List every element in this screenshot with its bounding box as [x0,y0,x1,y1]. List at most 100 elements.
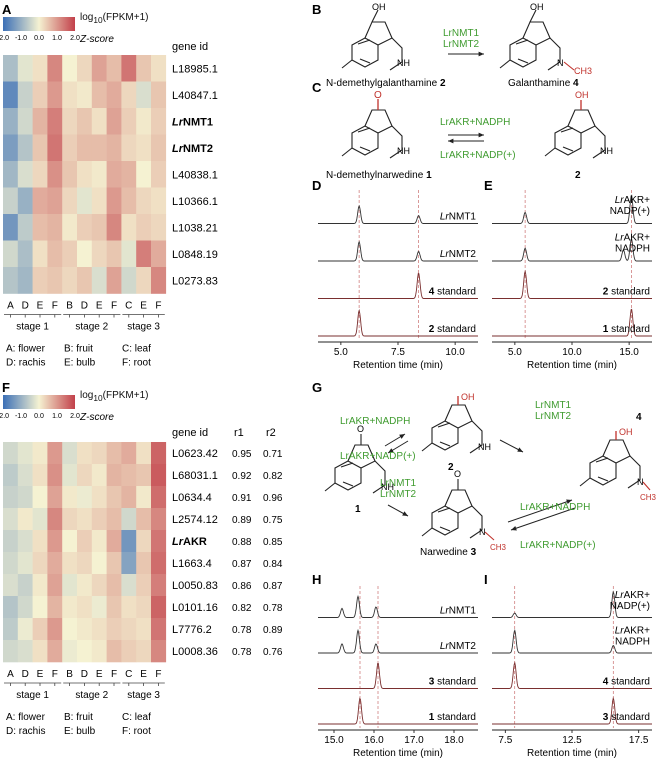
heatmap-cell [151,464,167,487]
stage-label: stage 3 [127,690,160,701]
panel-letter-a: A [2,2,12,17]
trace-label-line2: NADP(+) [610,206,650,217]
heatmap-cell [121,508,137,531]
panel-letter-g: G [312,380,322,395]
structure-compound-2 [544,109,606,159]
r2-value: 0.84 [263,559,283,570]
x-tick-label: 15.0 [619,347,639,358]
heatmap-cell [62,240,78,268]
panel-letter-h: H [312,572,321,587]
g-2-num: 2 [448,462,454,473]
trace-label: 2 standard [429,324,476,335]
chromatogram-trace [492,628,652,654]
c-ketone-o: O [374,90,382,101]
heatmap-cell [136,464,152,487]
chromatogram-trace [492,696,652,725]
chromatogram-trace [318,594,478,618]
heatmap-cell [136,267,152,294]
heatmap-a: L18985.1 L40847.1 LrNMT1 LrNMT2 L40838.1 L103… [3,55,218,369]
heatmap-cell [121,187,137,215]
heatmap-cell [62,442,78,465]
chromatogram-d: LrNMT1 LrNMT2 4 standard 2 standard 5.0 7.5 10… [318,190,478,371]
heatmap-cell [106,574,122,597]
trace-label: LrNMT1 [440,212,477,223]
heatmap-cell [77,187,93,215]
heatmap-cell [136,574,152,597]
tissue-column-label: B [66,301,73,312]
heatmap-cell [47,640,63,663]
heatmap-cell [47,214,63,241]
colorbar-tick-label: -2.0 [0,413,9,420]
r2-value: 0.78 [263,603,283,614]
heatmap-cell [121,134,137,162]
gene-id-label: L0101.16 [172,602,218,614]
trace-label: LrAKR+ [615,232,650,243]
tissue-column-label: C [125,301,132,312]
g-structure-1 [324,434,386,494]
r2-value: 0.96 [263,493,283,504]
heatmap-cell [77,442,93,465]
heatmap-cell [3,618,19,641]
r1-value: 0.78 [232,625,252,636]
heatmap-cell [3,55,19,82]
heatmap-cell [3,134,19,162]
g-arrow-1-to-2 [384,433,406,447]
tissue-column-label: A [7,301,14,312]
trace-label: LrAKR+ [615,625,650,636]
heatmap-cell [136,161,152,188]
panel-letter-b: B [312,2,321,17]
heatmap-cell [47,81,63,109]
heatmap-cell [121,530,137,553]
heatmap-cell [136,81,152,109]
heatmap-cell [136,187,152,215]
x-axis-label: Retention time (min) [353,360,443,371]
trace-label: 4 standard [429,287,476,298]
heatmap-cell [91,596,107,619]
tissue-column-label: E [96,669,103,680]
colorbar-tick-label: 0.0 [34,35,44,42]
r2-value: 0.85 [263,537,283,548]
heatmap-cell [62,574,78,597]
heatmap-cell [47,552,63,575]
heatmap-cell [106,267,122,294]
heatmap-cell [106,596,122,619]
gene-id-label: L10366.1 [172,196,218,208]
g-4-n: N [637,477,644,487]
heatmap-cell [77,214,93,241]
trace-label: 2 standard [603,287,650,298]
tissue-column-label: E [140,669,147,680]
gene-id-label: L0623.42 [172,448,218,460]
heatmap-cell [17,214,33,241]
c-substrate-nh: NH [397,146,410,156]
panel-c: O NH N-demethylnarwedine 1 LrAKR+NADPH L… [326,90,613,181]
r2-value: 0.82 [263,471,283,482]
heatmap-cell [17,55,33,82]
heatmap-cell [3,240,19,268]
gene-id-label: L0848.19 [172,249,218,261]
heatmap-cell [32,55,48,82]
c-reverse-label: LrAKR+NADP(+) [440,150,516,161]
heatmap-cell [32,552,48,575]
g-3-name: Narwedine 3 [420,547,477,558]
heatmap-cell [3,187,19,215]
g-nmt2-top: LrNMT2 [535,411,572,422]
tissue-column-label: F [111,669,117,680]
x-tick-label: 5.0 [334,347,348,358]
r2-value: 0.89 [263,625,283,636]
tissue-column-label: D [81,301,88,312]
gene-id-label: LrAKR [172,536,207,548]
g-arrow-2-to-4 [499,439,524,453]
r1-value: 0.88 [232,537,252,548]
tissue-legend-entry: E: bulb [64,726,96,737]
g-nmt1-top: LrNMT1 [535,400,572,411]
heatmap-a-legend: -2.0 -1.0 0.0 1.0 2.0 log10(FPKM+1) Z-score [0,12,148,45]
heatmap-cell [136,134,152,162]
heatmap-cell [17,267,33,294]
heatmap-cell [136,618,152,641]
colorbar-tick-label: 2.0 [70,413,80,420]
heatmap-cell [121,618,137,641]
heatmap-cell [151,618,167,641]
tissue-column-label: F [52,301,58,312]
colorbar-tick-label: 1.0 [52,35,62,42]
